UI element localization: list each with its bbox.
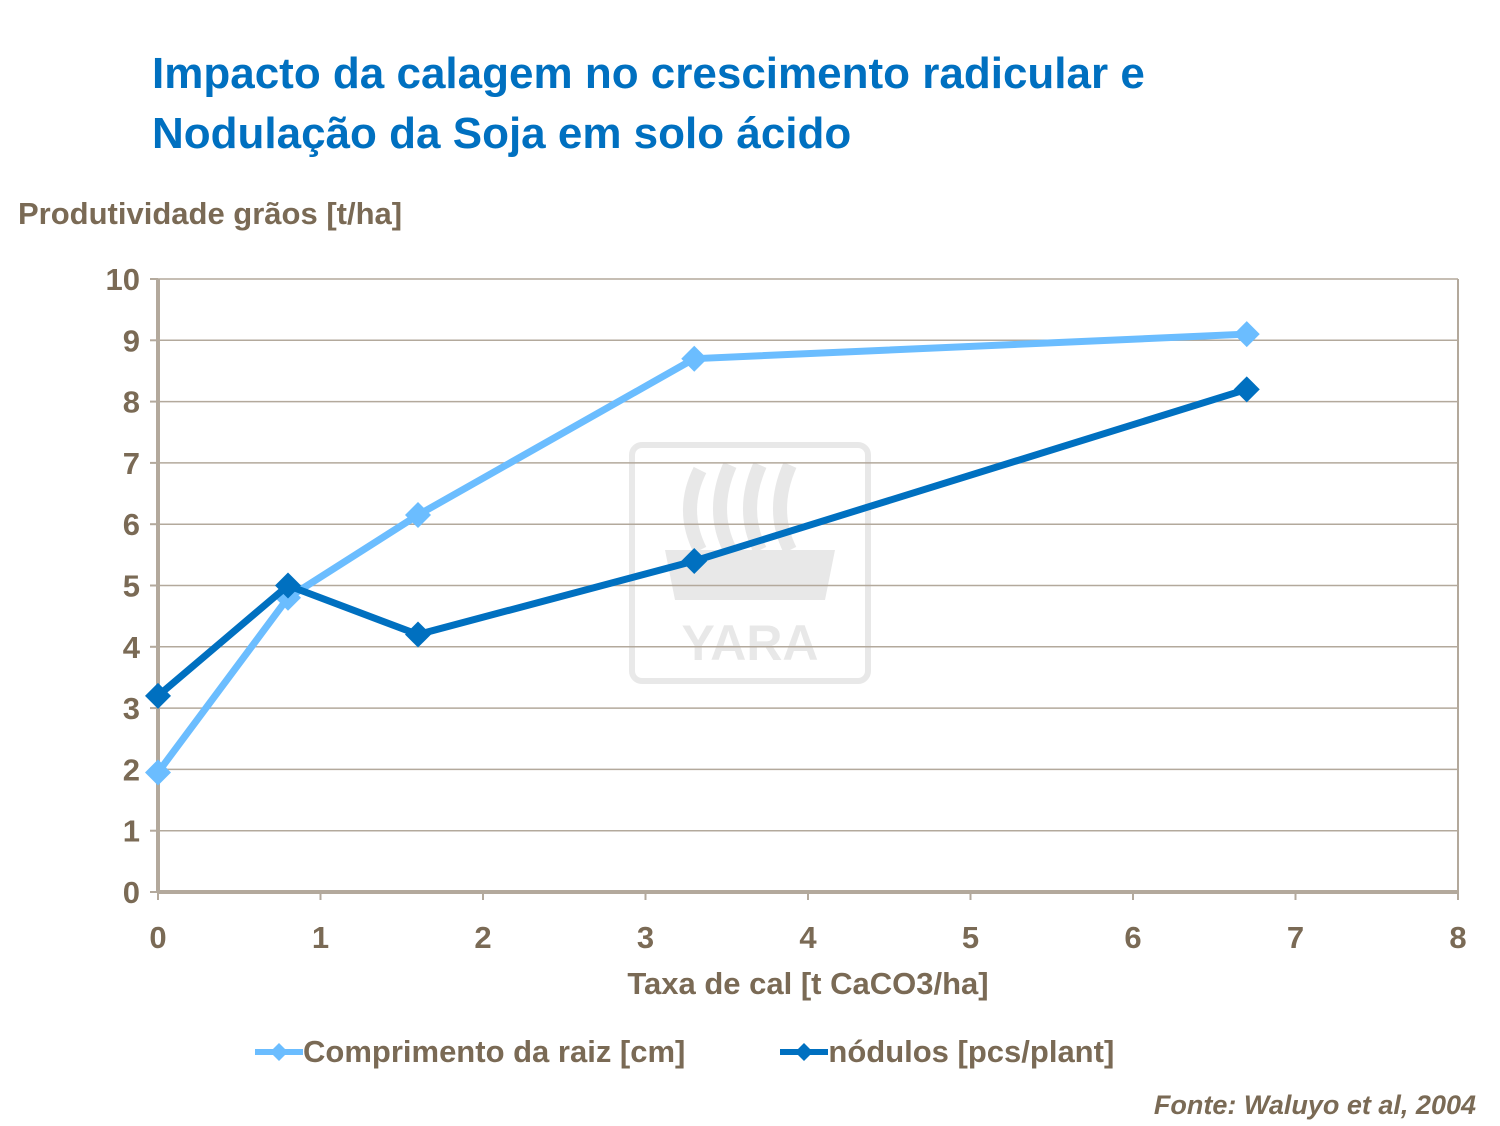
- x-tick-label: 2: [474, 920, 491, 955]
- chart-title: Impacto da calagem no crescimento radicu…: [152, 44, 1145, 164]
- y-tick-label: 8: [123, 385, 140, 420]
- legend-label-nodules: nódulos [pcs/plant]: [828, 1034, 1115, 1069]
- x-tick-label: 3: [637, 920, 654, 955]
- data-point-0: [1233, 321, 1260, 348]
- y-tick-label: 0: [123, 875, 140, 910]
- data-point-0: [405, 502, 431, 529]
- y-tick-label: 4: [123, 630, 141, 665]
- y-axis-title: Produtividade grãos [t/ha]: [18, 196, 403, 231]
- x-tick-label: 4: [799, 920, 817, 955]
- data-point-1: [405, 621, 431, 648]
- legend-marker-nodules: [780, 1043, 829, 1061]
- legend-marker-root-length: [255, 1043, 303, 1061]
- y-tick-label: 3: [123, 691, 140, 726]
- x-tick-label: 7: [1287, 920, 1304, 955]
- y-tick-label: 9: [123, 323, 140, 358]
- x-tick-label: 8: [1449, 920, 1466, 955]
- watermark-text: YARA: [681, 615, 818, 671]
- data-point-0: [681, 345, 708, 372]
- title-line-2: Nodulação da Soja em solo ácido: [152, 109, 852, 158]
- data-point-0: [145, 759, 171, 786]
- yara-logo-watermark: YARA: [629, 442, 871, 684]
- y-tick-label: 6: [123, 507, 140, 542]
- data-point-1: [1233, 376, 1260, 403]
- data-point-1: [275, 572, 301, 599]
- data-point-1: [145, 682, 171, 709]
- source-note: Fonte: Waluyo et al, 2004: [1153, 1090, 1476, 1120]
- legend-label-root-length: Comprimento da raiz [cm]: [303, 1034, 686, 1069]
- legend-item-root-length: Comprimento da raiz [cm]: [255, 1034, 685, 1070]
- x-tick-label: 6: [1124, 920, 1141, 955]
- x-tick-label: 1: [312, 920, 329, 955]
- y-tick-label: 5: [123, 569, 140, 604]
- legend-item-nodules: nódulos [pcs/plant]: [780, 1034, 1114, 1070]
- x-axis-title: Taxa de cal [t CaCO3/ha]: [627, 966, 989, 1001]
- y-tick-label: 1: [123, 814, 140, 849]
- title-line-1: Impacto da calagem no crescimento radicu…: [152, 49, 1145, 98]
- y-tick-label: 2: [123, 752, 140, 787]
- y-tick-label: 10: [106, 262, 140, 297]
- y-tick-label: 7: [123, 446, 140, 481]
- legend: Comprimento da raiz [cm] nódulos [pcs/pl…: [255, 1034, 1209, 1070]
- data-point-1: [681, 547, 708, 574]
- x-tick-label: 0: [149, 920, 166, 955]
- x-tick-label: 5: [962, 920, 979, 955]
